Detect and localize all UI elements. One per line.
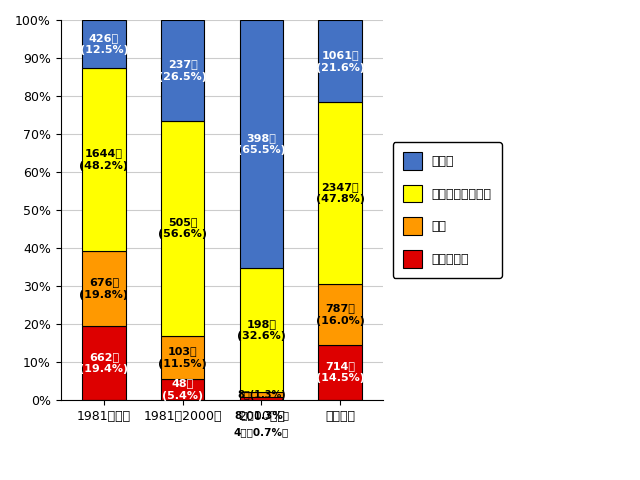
Bar bbox=[83, 326, 125, 400]
Bar bbox=[240, 392, 283, 397]
Text: 8棟(1.3%): 8棟(1.3%) bbox=[237, 390, 286, 400]
Text: 787棟
(16.0%): 787棟 (16.0%) bbox=[316, 303, 365, 325]
Text: 198棟
(32.6%): 198棟 (32.6%) bbox=[237, 319, 286, 341]
Bar bbox=[319, 345, 362, 400]
Bar bbox=[161, 336, 204, 379]
Text: 426棟
(12.5%): 426棟 (12.5%) bbox=[79, 33, 128, 55]
Bar bbox=[319, 20, 362, 102]
Text: 8棟（1.3%）: 8棟（1.3%） bbox=[234, 410, 289, 420]
Bar bbox=[161, 20, 204, 120]
Text: 237棟
(26.5%): 237棟 (26.5%) bbox=[158, 59, 207, 82]
Text: 4棟（0.7%）: 4棟（0.7%） bbox=[234, 427, 289, 437]
Bar bbox=[240, 20, 283, 268]
Text: 662棟
(19.4%): 662棟 (19.4%) bbox=[79, 352, 129, 374]
Legend: 無被害, 軽微・小破・中破, 大破, 倒壊・崩壊: 無被害, 軽微・小破・中破, 大破, 倒壊・崩壊 bbox=[393, 142, 502, 278]
Text: 505棟
(56.6%): 505棟 (56.6%) bbox=[158, 217, 207, 240]
Bar bbox=[319, 284, 362, 345]
Text: 48棟
(5.4%): 48棟 (5.4%) bbox=[162, 378, 204, 401]
Text: 1061棟
(21.6%): 1061棟 (21.6%) bbox=[316, 50, 365, 72]
Bar bbox=[83, 251, 125, 326]
Bar bbox=[161, 379, 204, 400]
Text: 103棟
(11.5%): 103棟 (11.5%) bbox=[158, 346, 207, 369]
Bar bbox=[83, 20, 125, 68]
Text: 1644棟
(48.2%): 1644棟 (48.2%) bbox=[79, 148, 129, 170]
Bar bbox=[240, 268, 283, 392]
Text: 2347棟
(47.8%): 2347棟 (47.8%) bbox=[316, 182, 365, 204]
Bar bbox=[83, 68, 125, 251]
Text: 676棟
(19.8%): 676棟 (19.8%) bbox=[79, 277, 129, 300]
Bar bbox=[161, 120, 204, 336]
Text: 714棟
(14.5%): 714棟 (14.5%) bbox=[316, 361, 365, 384]
Text: 398棟
(65.5%): 398棟 (65.5%) bbox=[237, 133, 286, 155]
Bar bbox=[240, 397, 283, 400]
Bar bbox=[319, 102, 362, 284]
